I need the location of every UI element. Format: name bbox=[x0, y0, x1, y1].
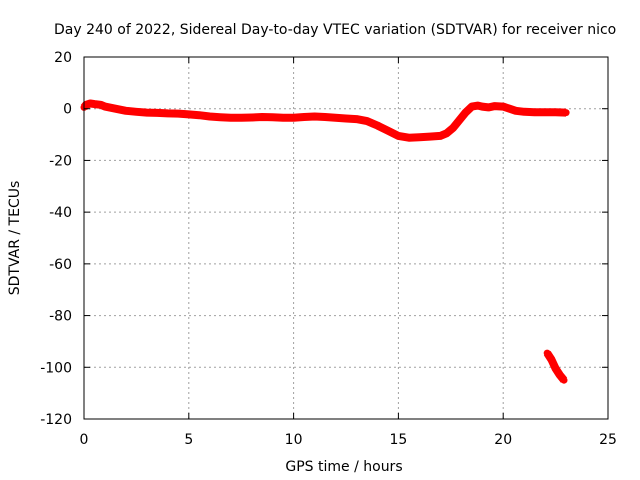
data-point bbox=[541, 108, 549, 116]
data-point bbox=[455, 116, 463, 124]
data-point bbox=[321, 113, 329, 121]
data-point bbox=[174, 110, 182, 118]
x-tick-label: 10 bbox=[285, 432, 303, 448]
y-tick-label: -40 bbox=[49, 205, 72, 221]
x-tick-label: 20 bbox=[494, 432, 512, 448]
data-point bbox=[373, 122, 381, 129]
data-point bbox=[499, 103, 507, 111]
data-point bbox=[91, 100, 98, 108]
data-point bbox=[111, 105, 119, 113]
data-point bbox=[237, 114, 245, 122]
data-point bbox=[415, 133, 423, 141]
data-point bbox=[552, 108, 560, 116]
data-point bbox=[342, 115, 350, 122]
data-point bbox=[153, 109, 161, 117]
data-point bbox=[258, 113, 266, 121]
data-point bbox=[506, 105, 513, 113]
y-tick-label: -80 bbox=[49, 309, 72, 325]
data-point bbox=[462, 109, 469, 117]
data-point bbox=[543, 349, 551, 357]
data-point bbox=[562, 109, 570, 117]
y-tick-label: -100 bbox=[40, 360, 72, 376]
data-point bbox=[216, 113, 224, 121]
plot-border bbox=[83, 56, 609, 420]
data-point bbox=[195, 111, 203, 119]
data-point bbox=[132, 108, 140, 116]
data-point bbox=[443, 129, 451, 137]
data-point bbox=[485, 103, 492, 111]
data-point bbox=[384, 127, 392, 135]
data-point bbox=[227, 114, 235, 122]
x-axis-label: GPS time / hours bbox=[285, 459, 402, 475]
data-point bbox=[311, 113, 319, 120]
x-tick-label: 25 bbox=[599, 432, 617, 448]
y-tick-label: 0 bbox=[63, 102, 72, 118]
data-point bbox=[405, 134, 413, 142]
data-point bbox=[556, 371, 564, 379]
data-point bbox=[300, 113, 308, 121]
data-point bbox=[143, 109, 151, 117]
data-point bbox=[332, 114, 339, 122]
ticks: 0 5 10 15 20 25 20 0 -20 -40 -60 -80 -100 -120 bbox=[40, 50, 617, 448]
data-point bbox=[491, 102, 499, 110]
data-point bbox=[279, 114, 287, 122]
data-point bbox=[552, 365, 560, 373]
data-point bbox=[520, 108, 528, 116]
data-point bbox=[363, 117, 371, 125]
data-point bbox=[101, 103, 109, 111]
data-point bbox=[290, 114, 298, 122]
x-tick-label: 15 bbox=[389, 432, 407, 448]
data-point bbox=[394, 132, 402, 140]
data-point bbox=[248, 114, 256, 121]
y-tick-label: -20 bbox=[49, 153, 72, 169]
data-point bbox=[206, 113, 214, 120]
data-point bbox=[164, 109, 172, 117]
data-point bbox=[449, 124, 457, 132]
data-series bbox=[80, 99, 570, 384]
y-axis-label: SDTVAR / TECUs bbox=[7, 181, 23, 296]
data-point bbox=[269, 113, 277, 121]
data-point bbox=[512, 107, 520, 115]
data-point bbox=[353, 115, 360, 123]
data-point bbox=[122, 107, 130, 115]
data-point bbox=[468, 103, 476, 111]
y-tick-label: -60 bbox=[49, 257, 72, 273]
data-point bbox=[547, 356, 555, 363]
data-point bbox=[478, 103, 486, 111]
data-point bbox=[185, 110, 193, 118]
y-tick-label: 20 bbox=[54, 50, 72, 66]
y-tick-label: -120 bbox=[40, 412, 72, 428]
data-point bbox=[436, 132, 444, 140]
data-point bbox=[426, 133, 434, 141]
x-tick-label: 0 bbox=[80, 432, 89, 448]
chart-title: Day 240 of 2022, Sidereal Day-to-day VTE… bbox=[54, 22, 616, 38]
data-point bbox=[531, 108, 539, 116]
x-tick-label: 5 bbox=[184, 432, 193, 448]
data-point bbox=[560, 376, 568, 384]
